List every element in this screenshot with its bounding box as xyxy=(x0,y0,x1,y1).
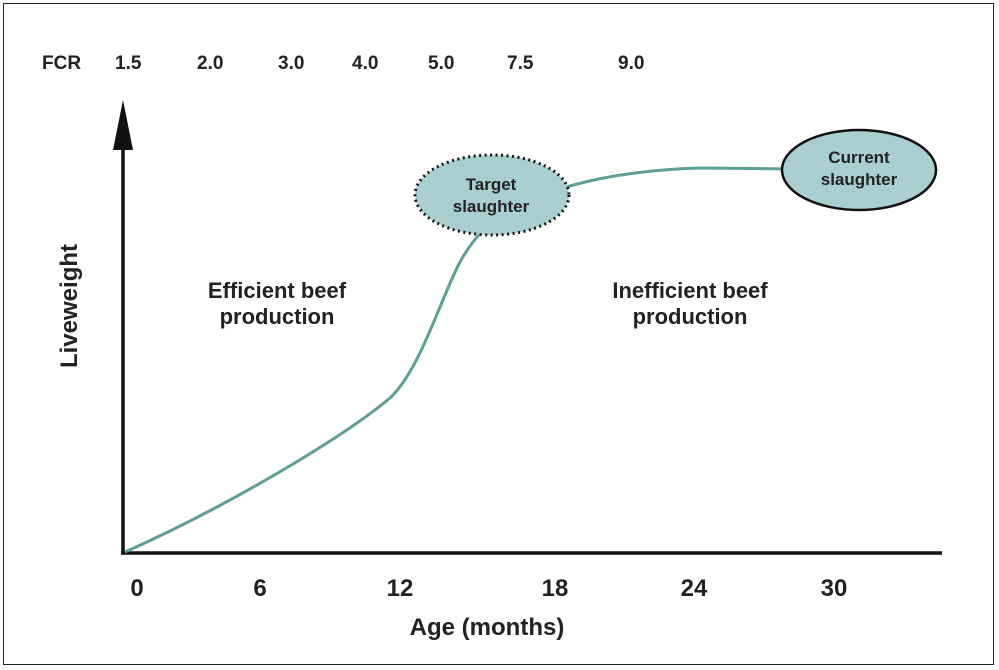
target-bubble-line2: slaughter xyxy=(453,197,530,216)
current-bubble-line1: Current xyxy=(828,148,890,167)
target-bubble-line1: Target xyxy=(466,175,517,194)
fcr-value-6: 7.5 xyxy=(507,53,534,74)
inefficient-label-line1: Inefficient beef xyxy=(612,278,768,303)
y-axis-arrowhead xyxy=(113,100,133,150)
x-tick-12: 12 xyxy=(387,575,414,602)
x-tick-24: 24 xyxy=(681,575,708,602)
x-tick-30: 30 xyxy=(821,575,848,602)
current-bubble-line2: slaughter xyxy=(821,170,898,189)
fcr-value-5: 5.0 xyxy=(428,53,454,74)
growth-curve xyxy=(124,166,801,554)
x-tick-0: 0 xyxy=(130,575,143,602)
inefficient-label-line2: production xyxy=(633,304,748,329)
y-axis-title: Liveweight xyxy=(56,244,83,368)
current-slaughter-bubble xyxy=(780,128,938,212)
efficient-label-line1: Efficient beef xyxy=(208,278,347,303)
fcr-label: FCR xyxy=(42,53,81,74)
x-axis-title: Age (months) xyxy=(410,614,565,641)
fcr-value-4: 4.0 xyxy=(352,53,378,74)
fcr-value-7: 9.0 xyxy=(618,53,644,74)
x-tick-6: 6 xyxy=(253,575,266,602)
fcr-value-2: 2.0 xyxy=(197,53,223,74)
x-tick-18: 18 xyxy=(542,575,569,602)
fcr-value-3: 3.0 xyxy=(278,53,304,74)
target-slaughter-bubble xyxy=(413,153,571,237)
fcr-value-1: 1.5 xyxy=(115,53,142,74)
efficient-label-line2: production xyxy=(220,304,335,329)
